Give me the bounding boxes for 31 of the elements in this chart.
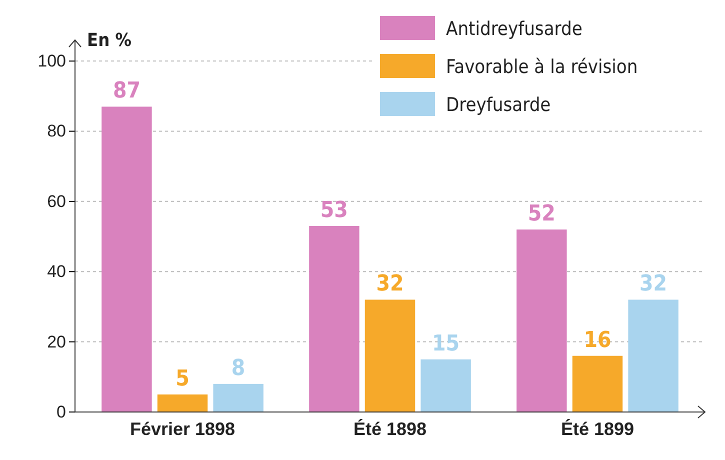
bar [516,230,567,412]
y-tick-label: 100 [38,51,66,70]
bar [309,226,360,412]
bar [102,106,152,412]
y-tick-label: 0 [56,402,66,422]
legend-label: Favorable à la révision [446,56,638,78]
x-tick-label: Février 1898 [130,418,236,439]
data-label: 32 [640,272,668,297]
y-tick-label: 60 [47,192,66,211]
data-label: 53 [320,198,348,223]
bar [572,356,623,412]
legend-label: Antidreyfusarde [446,18,582,40]
bar [420,359,471,412]
x-tick-label: Été 1899 [560,418,634,439]
data-label: 87 [112,78,140,104]
bar [157,394,208,412]
bar [213,384,264,412]
data-label: 16 [584,328,612,353]
data-label: 52 [528,202,556,227]
legend-label: Dreyfusarde [446,94,551,116]
data-label: 32 [376,272,404,297]
data-label: 15 [432,331,460,356]
y-axis-title: En % [87,30,132,51]
data-label: 5 [176,366,190,392]
y-tick-label: 80 [47,122,66,141]
x-tick-label: Été 1898 [353,418,427,439]
data-label: 8 [231,356,246,381]
y-tick-label: 20 [47,332,66,352]
bar [364,300,416,412]
bar [628,300,678,412]
y-tick-label: 40 [47,262,66,282]
